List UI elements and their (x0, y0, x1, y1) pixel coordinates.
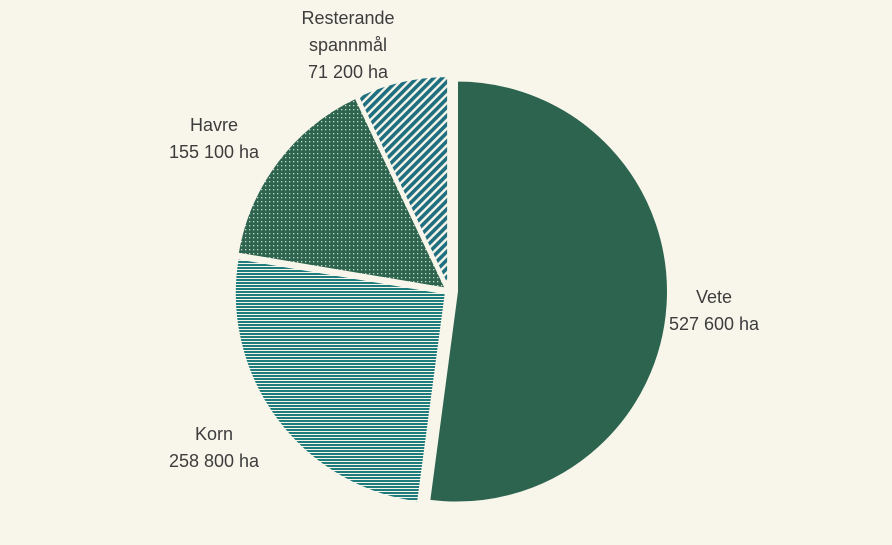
slice-name-resterande-line2: spannmål (308, 35, 388, 55)
pie-slice-vete (428, 79, 669, 504)
slice-label-vete: Vete 527 600 ha (646, 284, 782, 338)
pie-slice-resterande (356, 75, 450, 288)
slice-name-havre: Havre (189, 115, 238, 135)
slice-value-vete: 527 600 ha (668, 314, 760, 334)
slice-name-vete: Vete (695, 287, 733, 307)
slice-name-resterande: Resterande (301, 8, 395, 28)
pie-slice-havre (236, 96, 448, 290)
slice-value-havre: 155 100 ha (168, 142, 260, 162)
slice-value-korn: 258 800 ha (168, 451, 260, 471)
slice-name-korn: Korn (194, 424, 234, 444)
pie-slice-korn (233, 257, 447, 504)
slice-label-resterande: Resterande spannmål 71 200 ha (280, 5, 416, 86)
pie-slices (233, 75, 669, 504)
slice-label-korn: Korn 258 800 ha (146, 421, 282, 475)
slice-value-resterande: 71 200 ha (307, 62, 389, 82)
slice-label-havre: Havre 155 100 ha (146, 112, 282, 166)
